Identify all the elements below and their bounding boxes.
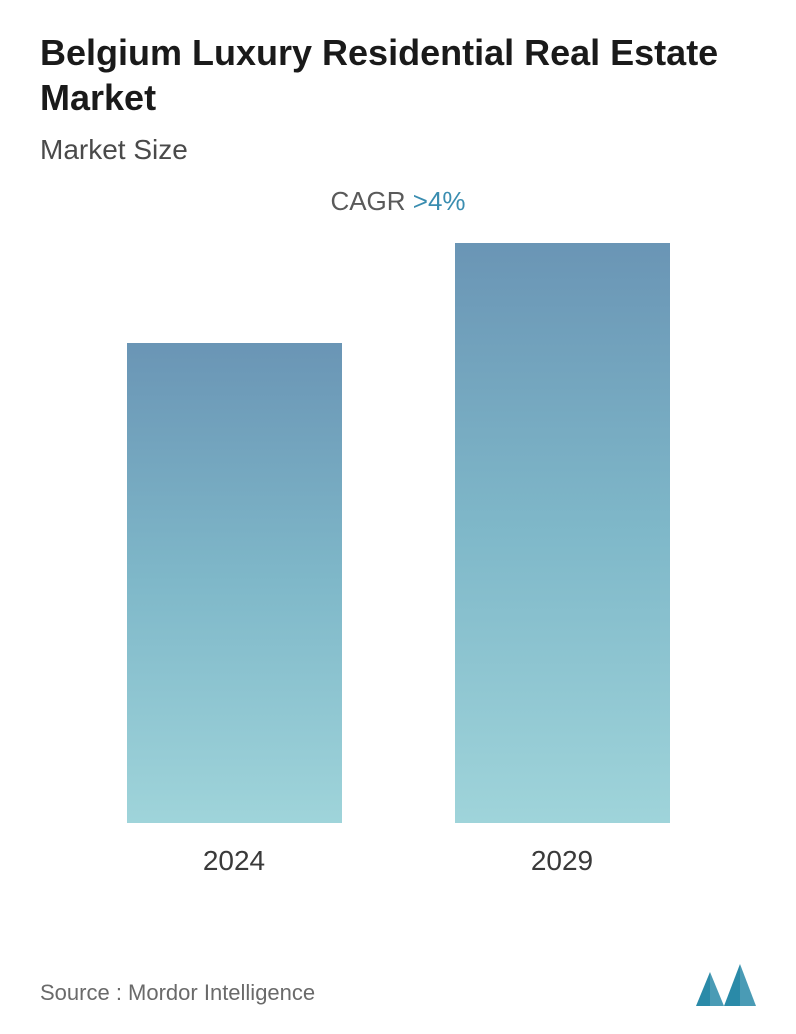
- bar-group: 2029: [442, 243, 682, 877]
- cagr-label: CAGR: [330, 186, 412, 216]
- bar-label: 2024: [203, 845, 265, 877]
- bar-label: 2029: [531, 845, 593, 877]
- chart-area: 2024 2029: [40, 277, 756, 877]
- cagr-row: CAGR >4%: [40, 186, 756, 217]
- footer-row: Source : Mordor Intelligence: [40, 962, 756, 1006]
- source-text: Source : Mordor Intelligence: [40, 980, 315, 1006]
- bar: [455, 243, 670, 823]
- bar-group: 2024: [114, 343, 354, 877]
- bar: [127, 343, 342, 823]
- chart-subtitle: Market Size: [40, 134, 756, 166]
- cagr-value: >4%: [413, 186, 466, 216]
- brand-logo: [696, 962, 756, 1006]
- chart-title: Belgium Luxury Residential Real Estate M…: [40, 30, 756, 120]
- logo-icon: [696, 962, 756, 1006]
